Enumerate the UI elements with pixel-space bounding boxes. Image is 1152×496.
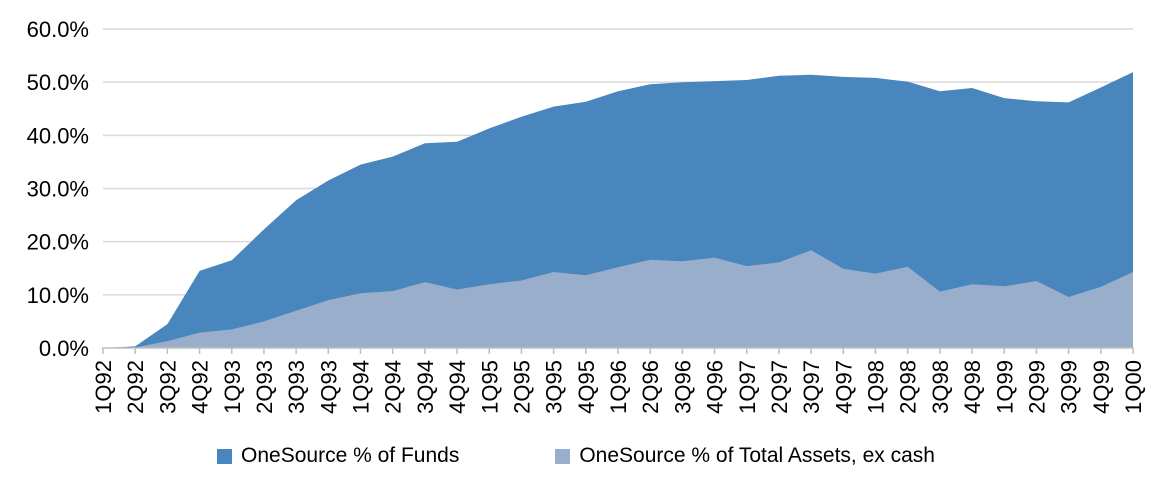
- legend-item-funds: OneSource % of Funds: [217, 444, 459, 468]
- area-series-1: [103, 250, 1133, 348]
- chart-legend: OneSource % of Funds OneSource % of Tota…: [0, 434, 1152, 478]
- legend-label-funds: OneSource % of Funds: [241, 444, 460, 467]
- x-axis-tick-label: 4Q98: [960, 360, 985, 414]
- y-axis-tick-label: 60.0%: [27, 17, 89, 42]
- x-axis-tick-label: 4Q99: [1089, 360, 1114, 414]
- legend-label-total-assets: OneSource % of Total Assets, ex cash: [579, 444, 935, 467]
- x-axis-tick-label: 2Q98: [896, 360, 921, 414]
- x-axis-tick-label: 2Q94: [381, 360, 406, 414]
- y-axis-tick-label: 50.0%: [27, 70, 89, 95]
- x-axis-tick-label: 2Q92: [123, 360, 148, 414]
- x-axis-tick-label: 1Q99: [992, 360, 1017, 414]
- x-axis-tick-label: 3Q94: [413, 360, 438, 414]
- x-axis-tick-label: 2Q93: [252, 360, 277, 414]
- legend-item-total-assets: OneSource % of Total Assets, ex cash: [555, 444, 935, 468]
- x-axis-tick-label: 4Q92: [188, 360, 213, 414]
- x-axis-tick-label: 1Q94: [349, 360, 374, 414]
- y-axis-tick-label: 40.0%: [27, 123, 89, 148]
- x-axis-tick-label: 4Q95: [574, 360, 599, 414]
- x-axis-tick-label: 1Q00: [1121, 360, 1146, 414]
- x-axis-tick-label: 3Q98: [928, 360, 953, 414]
- y-axis-tick-label: 10.0%: [27, 283, 89, 308]
- legend-swatch-funds-icon: [217, 448, 233, 464]
- x-axis-tick-label: 1Q92: [91, 360, 116, 414]
- x-axis-tick-label: 3Q93: [284, 360, 309, 414]
- x-axis-tick-label: 1Q96: [606, 360, 631, 414]
- x-axis-tick-label: 4Q93: [316, 360, 341, 414]
- x-axis-tick-label: 4Q96: [703, 360, 728, 414]
- x-axis-tick-label: 4Q97: [831, 360, 856, 414]
- x-axis-tick-label: 3Q95: [542, 360, 567, 414]
- x-axis-tick-label: 1Q98: [864, 360, 889, 414]
- legend-swatch-total-assets-icon: [555, 448, 571, 464]
- x-axis-tick-label: 1Q95: [477, 360, 502, 414]
- y-axis-tick-label: 30.0%: [27, 177, 89, 202]
- x-axis-tick-label: 1Q97: [735, 360, 760, 414]
- x-axis-tick-label: 3Q96: [670, 360, 695, 414]
- x-axis-tick-label: 1Q93: [220, 360, 245, 414]
- x-axis-tick-label: 4Q94: [445, 360, 470, 414]
- x-axis-tick-label: 3Q99: [1057, 360, 1082, 414]
- x-axis-tick-label: 2Q96: [638, 360, 663, 414]
- x-axis-tick-label: 3Q92: [155, 360, 180, 414]
- y-axis-tick-label: 0.0%: [39, 336, 89, 361]
- x-axis-tick-label: 2Q97: [767, 360, 792, 414]
- area-chart-plot: 0.0% 10.0% 20.0% 30.0% 40.0% 50.0% 60.0% 1Q92 2Q…: [27, 17, 1146, 414]
- x-axis-tick-label: 3Q97: [799, 360, 824, 414]
- x-axis-tick-label: 2Q99: [1024, 360, 1049, 414]
- y-axis-tick-label: 20.0%: [27, 230, 89, 255]
- x-axis-tick-label: 2Q95: [509, 360, 534, 414]
